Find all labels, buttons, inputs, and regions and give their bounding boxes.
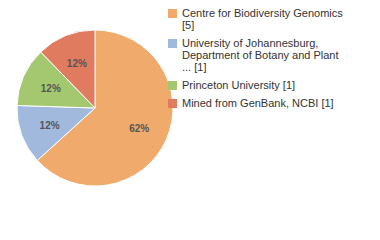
data-label: 12% [41,83,61,94]
data-labels: 62% 12% 12% 12% [40,58,150,133]
legend-swatch [168,99,177,108]
legend-label: Mined from GenBank, NCBI [1] [182,97,334,109]
legend-label: University of Johannesburg,Department of… [182,37,339,73]
legend-swatch [168,81,177,90]
legend-label: Princeton University [1] [182,79,295,91]
pie-slice [41,30,95,108]
legend-swatch [168,9,177,18]
pie-slice [17,105,95,160]
legend-label: Centre for Biodiversity Genomics[5] [182,7,343,31]
legend: Centre for Biodiversity Genomics[5] Unive… [168,7,343,109]
data-label: 12% [40,120,60,131]
legend-swatch [168,39,177,48]
data-label: 62% [129,123,149,134]
data-label: 12% [67,58,87,69]
chart: 62% 12% 12% 12% Centre for Biodiversity Geno… [0,0,380,240]
slices [17,30,173,186]
